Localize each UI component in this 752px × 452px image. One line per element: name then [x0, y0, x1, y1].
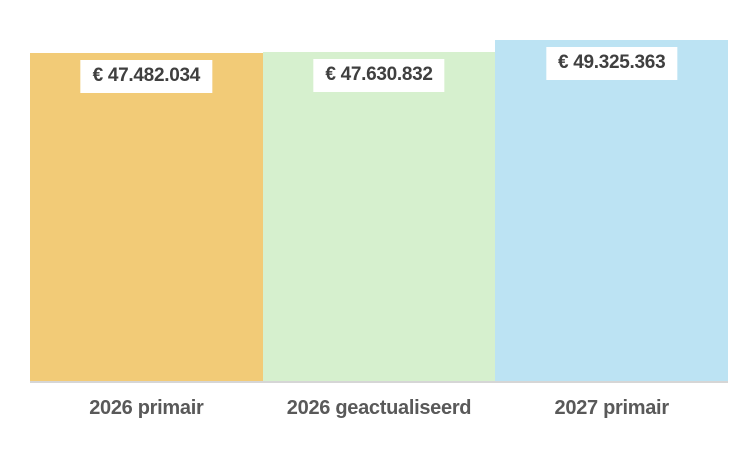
- bar-3: € 49.325.363: [495, 40, 729, 381]
- x-axis-label: 2026 geactualiseerd: [286, 397, 472, 419]
- bar-value-label: € 47.630.832: [313, 58, 445, 92]
- bar-slot: € 47.482.034: [30, 1, 263, 381]
- x-axis-baseline: [30, 381, 728, 383]
- bar-2: € 47.630.832: [262, 51, 496, 381]
- plot-area: € 47.482.034 € 47.630.832 € 49.325.363: [30, 1, 729, 381]
- bar-value-label: € 47.482.034: [80, 59, 212, 93]
- x-axis-label: 2026 primair: [89, 397, 204, 419]
- bar-slot: € 47.630.832: [262, 1, 496, 381]
- bar-slot: € 49.325.363: [495, 1, 729, 381]
- bar-1: € 47.482.034: [30, 52, 263, 381]
- x-axis-label: 2027 primair: [554, 397, 670, 419]
- x-axis-labels: 2026 primair 2026 geactualiseerd 2027 prim…: [30, 397, 728, 420]
- bar-value-label: € 49.325.363: [546, 47, 678, 81]
